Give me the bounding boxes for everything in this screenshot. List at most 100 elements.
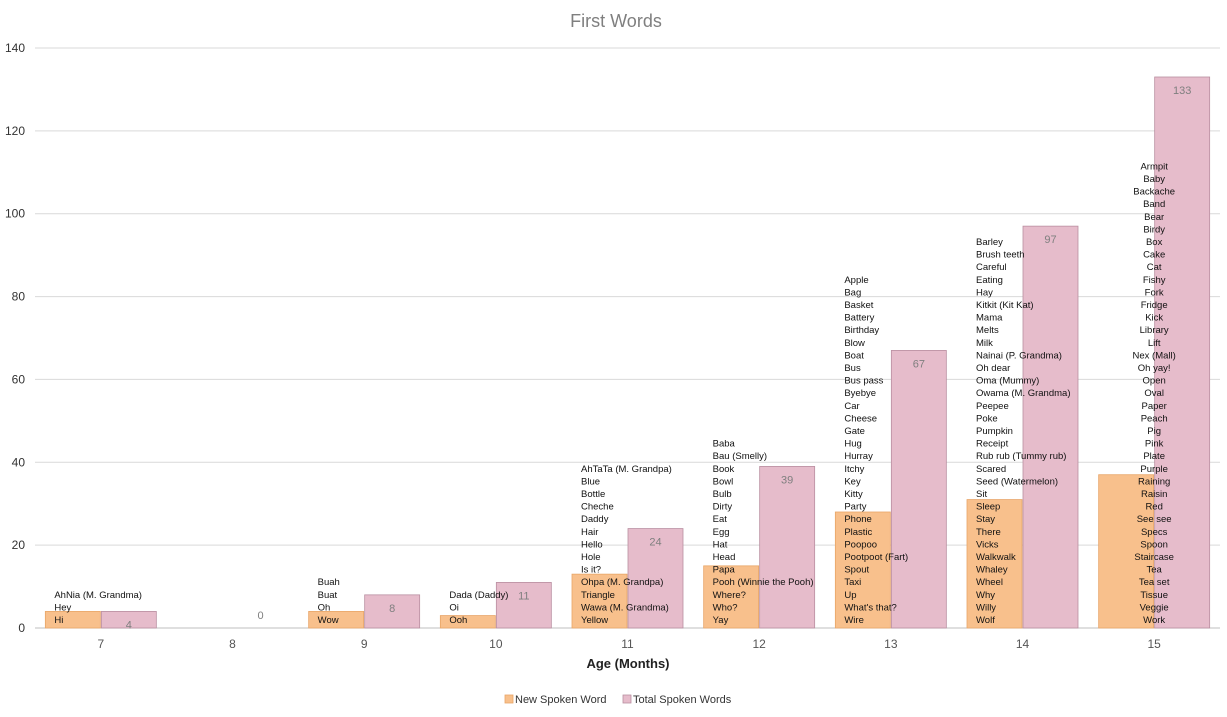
data-label: 11 — [518, 590, 529, 602]
word-label: Brush teeth — [976, 250, 1025, 261]
word-label: Blue — [581, 476, 600, 487]
word-label: Hey — [54, 602, 71, 613]
word-label: Kick — [1145, 313, 1163, 324]
word-label: Armpit — [1140, 161, 1168, 172]
y-tick-label: 80 — [12, 290, 26, 304]
word-label: Veggie — [1140, 602, 1169, 613]
word-label: Bulb — [713, 489, 732, 500]
bar-new-spoken-word — [966, 499, 1023, 629]
y-tick-label: 40 — [12, 455, 26, 469]
word-label: Hole — [581, 552, 601, 563]
y-tick-label: 100 — [5, 207, 25, 221]
word-label: Peach — [1141, 413, 1168, 424]
word-label: Hurray — [844, 451, 873, 462]
word-label: AhTaTa (M. Grandpa) — [581, 464, 672, 475]
word-label: Seed (Watermelon) — [976, 476, 1058, 487]
word-label: Hair — [581, 527, 598, 538]
word-label: Head — [713, 552, 736, 563]
word-label: What's that? — [844, 602, 897, 613]
x-tick-label: 8 — [229, 637, 236, 651]
word-label: Birdy — [1143, 224, 1165, 235]
word-label: Oi — [449, 602, 459, 613]
word-label: Nex (Mall) — [1133, 350, 1176, 361]
word-label: Is it? — [581, 565, 601, 576]
bar-new-spoken-word — [703, 565, 760, 629]
word-label: Box — [1146, 237, 1163, 248]
word-label: Yay — [713, 615, 729, 626]
word-label: Willy — [976, 602, 996, 613]
word-label: Bag — [844, 287, 861, 298]
data-label: 133 — [1173, 85, 1191, 97]
word-label: Pumpkin — [976, 426, 1013, 437]
bar-new-spoken-word — [1098, 474, 1155, 629]
x-tick-label: 7 — [97, 637, 104, 651]
data-label: 4 — [126, 619, 132, 631]
bar-new-spoken-word — [44, 611, 101, 629]
word-label: Bus — [844, 363, 861, 374]
chart-title: First Words — [570, 11, 662, 31]
x-tick-label: 11 — [621, 637, 634, 651]
word-label: Spout — [844, 565, 869, 576]
word-label: Hi — [54, 615, 63, 626]
word-label: Vicks — [976, 539, 999, 550]
bar-total-spoken-words — [100, 611, 157, 629]
word-label: Pig — [1147, 426, 1161, 437]
word-label: Barley — [976, 237, 1003, 248]
word-label: Key — [844, 476, 861, 487]
word-label: Book — [713, 464, 735, 475]
word-label: Red — [1145, 502, 1162, 513]
word-label: Spoon — [1140, 539, 1167, 550]
word-label: Plate — [1143, 451, 1165, 462]
word-label: Library — [1140, 325, 1169, 336]
word-label: Phone — [844, 514, 871, 525]
word-label: Hat — [713, 539, 728, 550]
word-label: Basket — [844, 300, 873, 311]
word-label: Receipt — [976, 439, 1009, 450]
word-label: Oh — [318, 602, 331, 613]
x-tick-label: 14 — [1016, 637, 1030, 651]
word-label: Kitkit (Kit Kat) — [976, 300, 1034, 311]
x-tick-label: 9 — [361, 637, 368, 651]
word-label: Triangle — [581, 590, 615, 601]
word-label: Band — [1143, 199, 1165, 210]
word-label: Car — [844, 401, 859, 412]
word-label: Bus pass — [844, 376, 883, 387]
word-label: Gate — [844, 426, 865, 437]
legend-label: Total Spoken Words — [633, 694, 732, 706]
bar-total-spoken-words — [627, 528, 684, 629]
word-label: Owama (M. Grandma) — [976, 388, 1071, 399]
word-label: Pootpoot (Fart) — [844, 552, 908, 563]
word-label: Ohpa (M. Grandpa) — [581, 577, 663, 588]
x-tick-label: 13 — [884, 637, 898, 651]
word-label: Bau (Smelly) — [713, 451, 767, 462]
word-label: Boat — [844, 350, 864, 361]
y-tick-label: 60 — [12, 372, 26, 386]
word-label: Oma (Mummy) — [976, 376, 1039, 387]
word-label: Nainai (P. Grandma) — [976, 350, 1062, 361]
word-label: Eat — [713, 514, 728, 525]
word-label: Rub rub (Tummy rub) — [976, 451, 1066, 462]
word-label: Bowl — [713, 476, 734, 487]
word-label: Cheese — [844, 413, 877, 424]
word-label: Sleep — [976, 502, 1000, 513]
word-label: Pink — [1145, 439, 1164, 450]
word-label: Up — [844, 590, 856, 601]
word-label: Specs — [1141, 527, 1168, 538]
y-tick-label: 20 — [12, 538, 26, 552]
word-label: Wawa (M. Grandma) — [581, 602, 669, 613]
word-label: Dirty — [713, 502, 733, 513]
word-label: Hug — [844, 439, 861, 450]
word-label: Oh dear — [976, 363, 1010, 374]
bars — [44, 76, 1211, 629]
y-tick-label: 0 — [18, 621, 25, 635]
word-label: Lift — [1148, 338, 1161, 349]
word-label: Cat — [1147, 262, 1162, 273]
bar-new-spoken-word — [571, 573, 628, 629]
data-label: 24 — [649, 537, 661, 549]
word-label: Pooh (Winnie the Pooh) — [713, 577, 814, 588]
word-label: Baba — [713, 439, 736, 450]
bar-total-spoken-words — [495, 582, 552, 629]
word-label: Itchy — [844, 464, 864, 475]
data-label: 8 — [389, 603, 395, 615]
